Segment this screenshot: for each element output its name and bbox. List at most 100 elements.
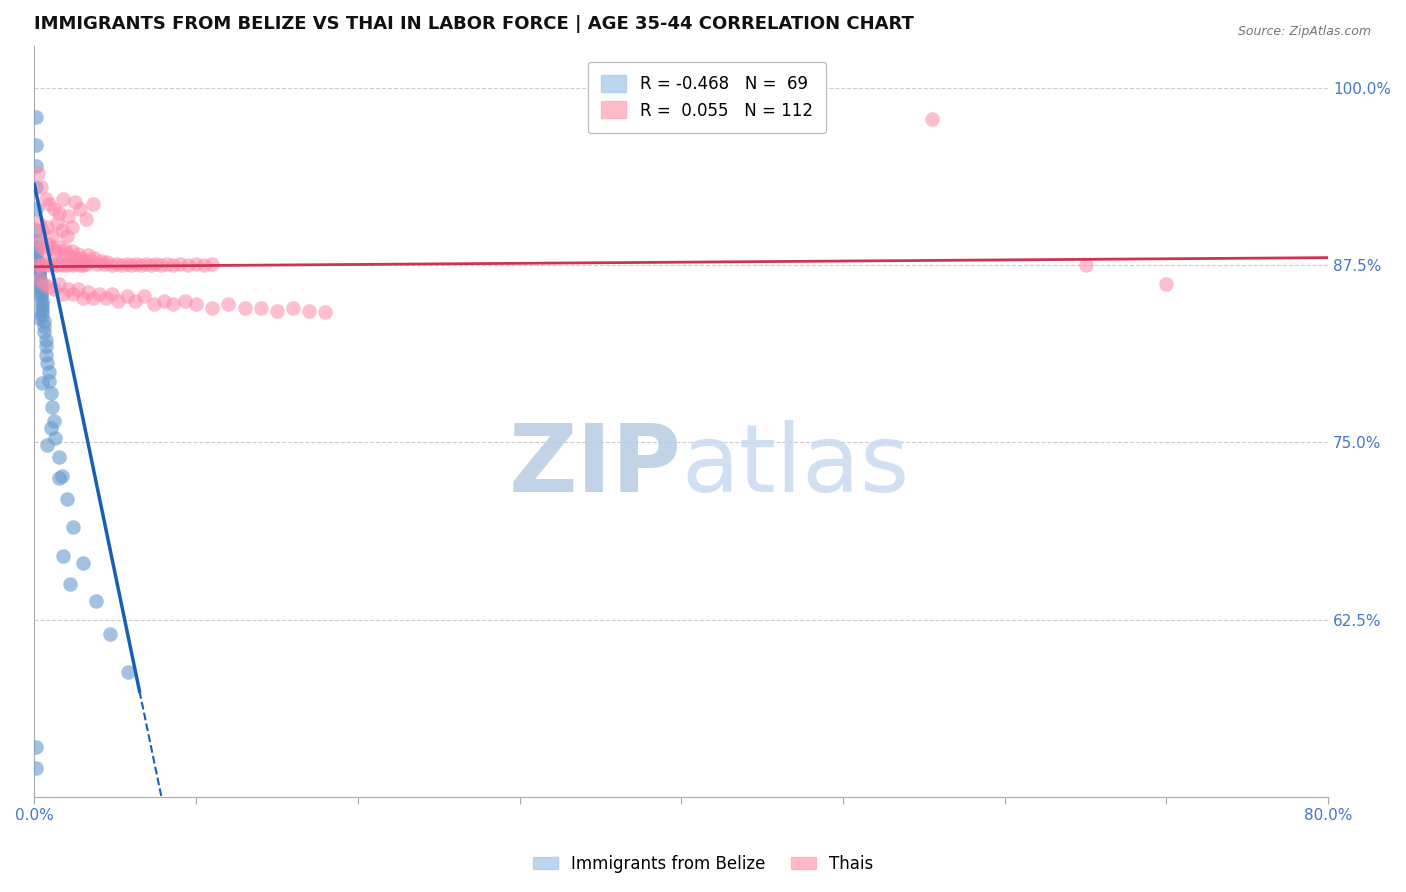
Point [73, 254, 96, 268]
Point [25, 159, 48, 173]
Point [31, 308, 53, 322]
Point [65, 257, 87, 271]
Point [281, 301, 304, 315]
Point [32, 319, 55, 334]
Point [94, 291, 117, 305]
Point [38, 237, 60, 252]
Point [39, 385, 62, 400]
Point [201, 301, 224, 315]
Point [42, 202, 65, 216]
Point [162, 258, 184, 272]
Point [38, 365, 60, 379]
Point [52, 549, 75, 563]
Point [143, 296, 166, 310]
Point [70, 251, 93, 265]
Point [62, 286, 84, 301]
Point [82, 197, 104, 211]
Point [44, 244, 66, 259]
Point [41, 400, 63, 414]
Point [27, 262, 49, 277]
Point [25, 234, 48, 248]
Point [28, 265, 51, 279]
Point [31, 240, 53, 254]
Point [100, 626, 122, 640]
Point [28, 268, 51, 283]
Text: atlas: atlas [682, 420, 910, 512]
Legend: R = -0.468   N =  69, R =  0.055   N = 112: R = -0.468 N = 69, R = 0.055 N = 112 [588, 62, 827, 133]
Point [46, 258, 69, 272]
Point [35, 192, 58, 206]
Point [55, 228, 77, 243]
Point [75, 257, 97, 271]
Point [201, 257, 224, 271]
Point [31, 303, 53, 318]
Point [72, 556, 94, 570]
Point [37, 438, 59, 452]
Point [145, 257, 167, 271]
Point [55, 492, 77, 507]
Point [115, 289, 138, 303]
Point [217, 296, 239, 310]
Point [1074, 258, 1097, 272]
Point [58, 247, 80, 261]
Point [75, 211, 97, 226]
Point [27, 258, 49, 272]
Point [51, 248, 73, 262]
Point [173, 293, 195, 308]
Point [124, 293, 146, 308]
Point [38, 375, 60, 389]
Point [177, 258, 200, 272]
Point [25, 245, 48, 260]
Point [35, 244, 58, 259]
Point [39, 421, 62, 435]
Point [48, 206, 70, 220]
Point [69, 202, 91, 216]
Point [249, 301, 271, 315]
Point [44, 431, 66, 445]
Point [1156, 277, 1178, 291]
Point [30, 180, 52, 194]
Point [96, 255, 118, 269]
Point [90, 254, 112, 268]
Point [63, 194, 86, 209]
Point [30, 258, 52, 272]
Point [67, 282, 90, 296]
Point [31, 223, 53, 237]
Point [42, 257, 65, 271]
Point [37, 220, 59, 235]
Point [107, 293, 129, 308]
Point [52, 258, 75, 272]
Point [67, 247, 90, 261]
Text: ZIP: ZIP [509, 420, 682, 512]
Point [31, 301, 53, 315]
Point [42, 282, 65, 296]
Point [156, 257, 179, 271]
Point [59, 577, 82, 591]
Point [25, 740, 48, 755]
Point [125, 257, 148, 271]
Point [139, 258, 162, 272]
Point [25, 254, 48, 268]
Point [129, 258, 152, 272]
Point [69, 258, 91, 272]
Point [30, 281, 52, 295]
Point [80, 254, 103, 268]
Point [46, 216, 69, 230]
Point [87, 286, 110, 301]
Point [25, 240, 48, 254]
Point [25, 202, 48, 216]
Point [62, 258, 84, 272]
Point [152, 293, 174, 308]
Point [53, 243, 76, 257]
Point [28, 267, 51, 281]
Point [25, 251, 48, 265]
Point [41, 228, 63, 243]
Point [27, 257, 49, 271]
Point [35, 348, 58, 362]
Point [83, 251, 105, 265]
Point [101, 258, 124, 272]
Point [25, 180, 48, 194]
Point [84, 594, 107, 608]
Point [52, 192, 75, 206]
Point [62, 520, 84, 534]
